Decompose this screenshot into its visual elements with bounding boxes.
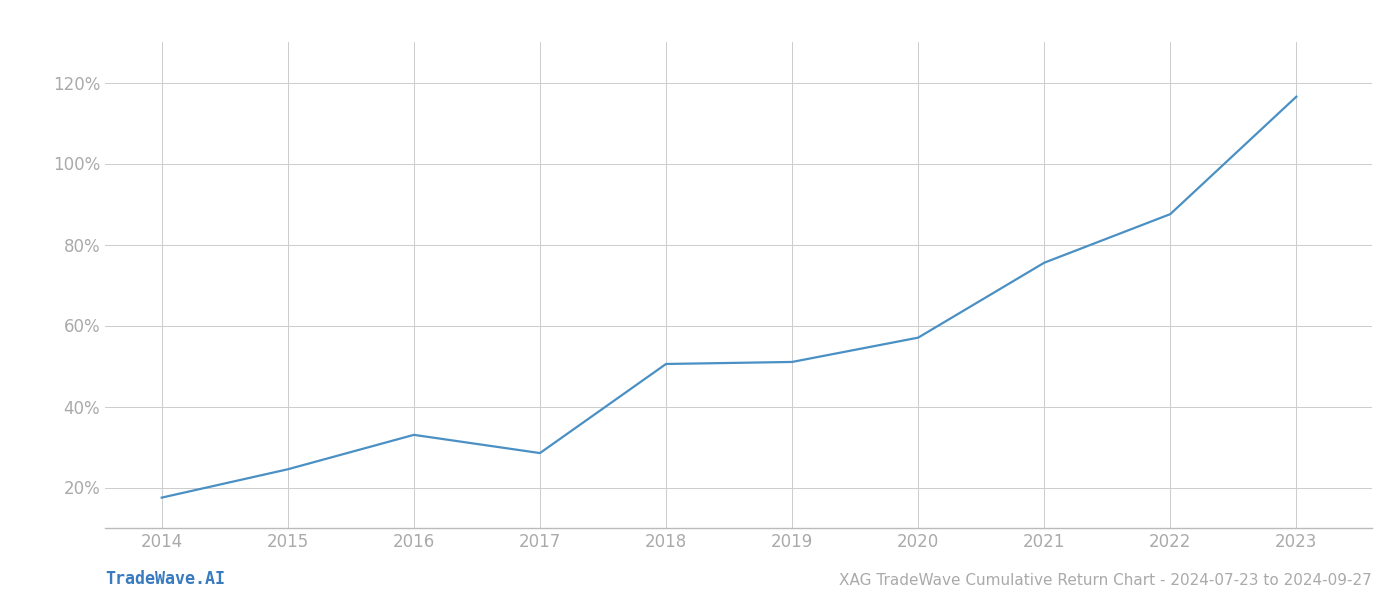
Text: TradeWave.AI: TradeWave.AI bbox=[105, 570, 225, 588]
Text: XAG TradeWave Cumulative Return Chart - 2024-07-23 to 2024-09-27: XAG TradeWave Cumulative Return Chart - … bbox=[839, 573, 1372, 588]
